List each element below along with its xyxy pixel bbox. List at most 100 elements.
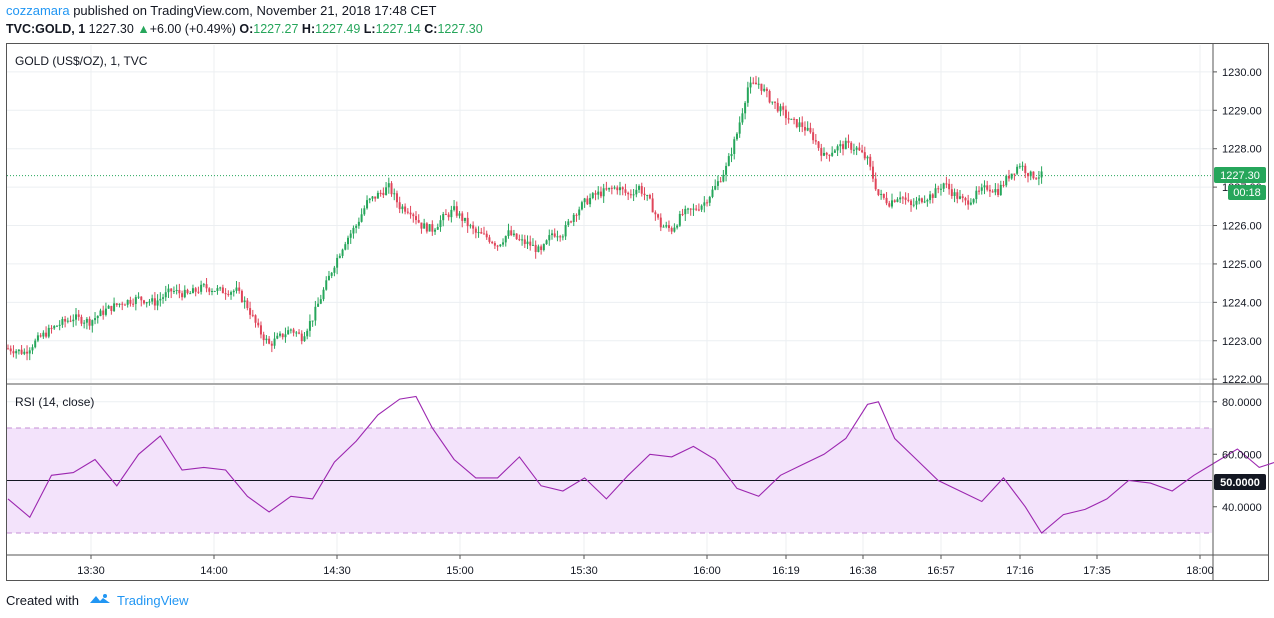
candle-body (923, 201, 926, 203)
candle-body (477, 232, 480, 234)
candle-body (531, 244, 534, 246)
candle-body (676, 225, 679, 228)
price-tick-label: 1225.00 (1222, 259, 1262, 271)
candle-body (23, 351, 26, 354)
candle-body (659, 217, 662, 228)
candle-body (34, 340, 37, 348)
candle-body (1029, 171, 1032, 177)
candle-body (823, 152, 825, 156)
candle-body (447, 214, 450, 218)
candle-body (333, 267, 336, 273)
candle-body (172, 290, 175, 292)
last-price-tag-label: 1227.30 (1220, 170, 1260, 182)
candle-body (387, 183, 390, 188)
candle-body (404, 206, 407, 212)
candle-body (589, 197, 592, 205)
candle-body (292, 329, 295, 333)
candle-body (85, 318, 88, 323)
candle-body (153, 298, 156, 306)
candle-body (662, 226, 665, 228)
candle-body (869, 156, 872, 167)
candle-body (395, 193, 398, 203)
candle-body (202, 284, 205, 286)
tradingview-link[interactable]: TradingView (116, 593, 189, 608)
candle-body (910, 200, 913, 206)
candle-body (118, 303, 121, 305)
candle-body (151, 298, 154, 302)
candle-body (110, 305, 113, 311)
candle-body (744, 102, 747, 114)
price-axis: 1230.001229.001228.001227.001226.001225.… (1213, 67, 1262, 386)
candle-body (542, 244, 545, 250)
author-link[interactable]: cozzamara (6, 3, 70, 18)
candle-body (640, 186, 643, 194)
rsi-line (7, 395, 1274, 534)
candle-body (790, 118, 793, 120)
candle-body (817, 141, 820, 148)
candle-body (352, 227, 355, 234)
candle-body (915, 200, 918, 205)
candle-body (719, 181, 722, 183)
rsi-tick-label: 40.0000 (1222, 502, 1262, 514)
price-tick-label: 1230.00 (1222, 67, 1262, 79)
candle-body (371, 196, 374, 199)
candle-body (806, 127, 809, 131)
candle-body (308, 321, 311, 331)
candle-body (314, 306, 317, 321)
price-tick-label: 1223.00 (1222, 336, 1262, 348)
candle-body (1021, 165, 1024, 167)
candle-body (499, 244, 502, 247)
price-tick-label: 1226.00 (1222, 221, 1262, 233)
candle-body (559, 236, 562, 238)
time-tick-label: 14:30 (323, 565, 351, 577)
candle-body (28, 350, 31, 354)
candle-body (784, 109, 787, 119)
candle-body (368, 198, 371, 201)
candle-body (385, 187, 388, 196)
candle-body (632, 194, 635, 196)
candle-body (597, 191, 600, 195)
candle-body (833, 150, 836, 153)
candle-body (469, 225, 472, 227)
candle-body (281, 333, 284, 338)
candle-body (839, 144, 842, 147)
candle-body (72, 319, 75, 322)
candle-body (670, 228, 673, 232)
candle-body (975, 190, 978, 200)
candle-body (398, 202, 401, 210)
chart-frame[interactable] (6, 43, 1269, 581)
candle-body (567, 221, 570, 226)
candle-body (667, 225, 670, 229)
candle-body (774, 101, 777, 103)
candle-body (687, 208, 689, 210)
candle-body (629, 194, 632, 196)
candle-body (561, 236, 564, 238)
candle-body (803, 126, 806, 131)
candle-body (366, 200, 369, 209)
candle-body (96, 316, 99, 319)
candle-body (534, 244, 537, 252)
candle-body (442, 214, 445, 221)
candle-body (627, 192, 630, 195)
candle-body (874, 178, 877, 190)
candle-body (551, 233, 553, 236)
candle-body (1013, 173, 1016, 175)
rsi-mid-tag-label: 50.0000 (1220, 477, 1260, 489)
candle-body (156, 300, 159, 306)
candle-body (262, 334, 265, 341)
time-tick-label: 17:16 (1006, 565, 1034, 577)
candle-body (953, 192, 956, 197)
candle-body (994, 189, 997, 193)
candle-body (692, 208, 695, 210)
candle-body (444, 214, 447, 216)
candle-body (1005, 175, 1008, 186)
candle-body (268, 338, 271, 344)
candle-body (327, 275, 330, 281)
candle-body (980, 187, 983, 191)
candle-body (455, 206, 458, 216)
candle-body (1016, 166, 1019, 174)
candle-body (1037, 177, 1040, 179)
time-tick-label: 18:00 (1186, 565, 1214, 577)
candle-body (526, 241, 529, 245)
